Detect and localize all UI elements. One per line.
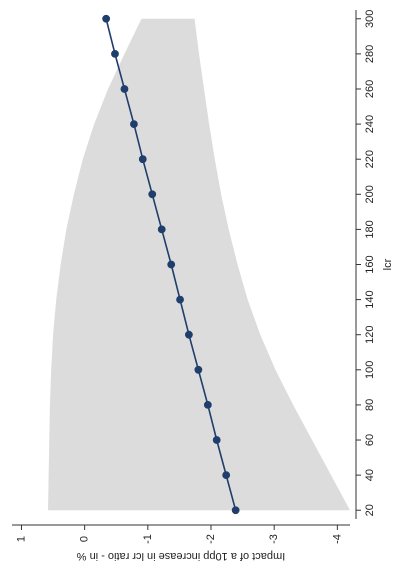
data-point	[130, 120, 138, 128]
data-point	[138, 155, 147, 164]
label-group: lcr Impact of a 10pp increase in lcr rat…	[77, 258, 394, 562]
data-point	[194, 365, 203, 374]
data-point	[184, 330, 193, 339]
x-tick-label: 260	[364, 80, 376, 98]
data-point	[157, 225, 166, 234]
y-tick-label: 1	[15, 536, 27, 542]
x-tick-label: 20	[364, 504, 376, 516]
y-tick-label: -1	[142, 534, 154, 544]
x-tick-label: 100	[364, 361, 376, 379]
y-tick-label: -4	[331, 534, 343, 544]
data-point	[212, 436, 221, 444]
x-tick-label: 220	[364, 150, 376, 168]
y-axis-label: Impact of a 10pp increase in lcr ratio -…	[77, 550, 286, 562]
x-axis-label: lcr	[382, 258, 394, 270]
confidence-band	[48, 18, 350, 511]
data-point	[222, 471, 231, 480]
x-tick-label: 160	[364, 255, 376, 273]
x-tick-label: 240	[364, 115, 376, 133]
tick-group: 20 40 60 80 100 120 140 160 180 200 220 240 260 280 30…	[15, 10, 376, 544]
data-point	[120, 85, 129, 93]
x-tick-label: 40	[364, 469, 376, 481]
x-tick-label: 180	[364, 220, 376, 238]
x-tick-label: 140	[364, 290, 376, 308]
x-tick-label: 80	[364, 399, 376, 411]
x-tick-label: 60	[364, 434, 376, 446]
y-tick-label: 0	[79, 536, 91, 542]
x-tick-label: 300	[364, 10, 376, 28]
data-point	[167, 260, 176, 269]
series-points-group	[102, 14, 240, 515]
y-tick-label: -3	[268, 534, 280, 544]
data-point	[102, 14, 111, 23]
data-point	[203, 401, 212, 409]
data-point	[111, 49, 119, 58]
data-point	[231, 506, 240, 515]
x-tick-label: 120	[364, 326, 376, 344]
data-point	[148, 190, 157, 199]
y-tick-label: -2	[205, 534, 217, 544]
data-point	[176, 295, 184, 304]
confidence-band-group	[48, 18, 350, 511]
x-tick-label: 280	[364, 45, 376, 63]
x-tick-label: 200	[364, 185, 376, 203]
